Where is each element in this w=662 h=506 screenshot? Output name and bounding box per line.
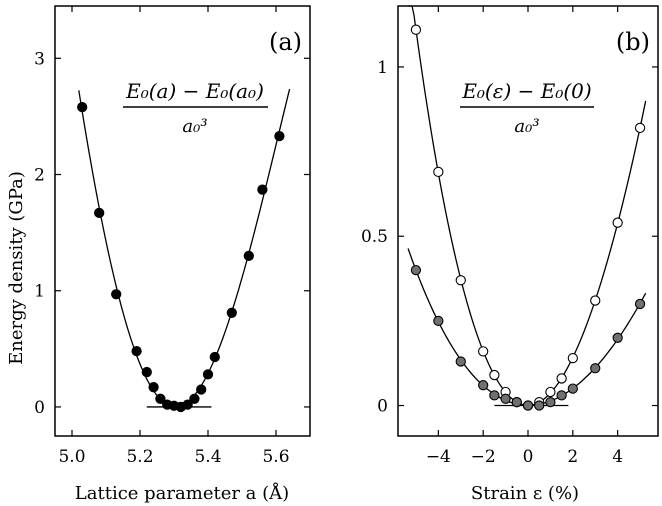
data-point-filled-circle [94,207,105,219]
x-tick-label: 2 [567,447,578,467]
y-tick-label: 0.5 [361,227,388,247]
y-tick-label: 0 [377,397,388,417]
data-point-open-circle [410,24,422,35]
data-point-gray-filled-circle [522,400,534,411]
x-tick-label: −2 [471,447,496,467]
y-tick-label: 2 [34,166,45,186]
x-tick-label: 5.2 [126,447,153,467]
data-point-open-circle [545,386,556,398]
data-point-gray-filled-circle [511,396,522,408]
panel-b-fit-curve-open [408,5,647,407]
x-tick-label: 5.6 [262,447,289,467]
panel-b-formula-denominator: a₀³ [514,116,539,137]
data-point-filled-circle [182,399,193,410]
data-point-filled-circle [111,289,122,300]
data-point-filled-circle [257,184,268,195]
data-point-filled-circle [141,366,152,378]
data-point-filled-circle [148,382,159,393]
data-point-gray-filled-circle [556,390,567,401]
panel-a-formula: E₀(a) − E₀(a₀) a₀³ [123,79,268,137]
data-point-filled-circle [131,346,142,357]
data-point-open-circle [567,352,578,364]
x-tick-label: 5.4 [194,447,221,467]
data-point-gray-filled-circle [433,315,444,327]
data-point-gray-filled-circle [534,400,545,411]
data-point-gray-filled-circle [612,332,623,343]
y-tick-label: 1 [377,58,388,78]
panel-a-formula-numerator: E₀(a) − E₀(a₀) [125,79,264,103]
panel-b-fit-curve-gray [407,248,647,406]
data-point-gray-filled-circle [478,380,489,391]
data-point-gray-filled-circle [545,396,556,408]
panel-b-data-points [410,24,646,411]
y-tick-label: 3 [34,49,45,69]
panel-a-axis-ticks: 5.0 5.2 5.4 5.6 0 1 2 3 [34,6,310,467]
panel-a-x-axis-label: Lattice parameter a (Å) [75,482,289,504]
shared-y-axis-label: Energy density (GPa) [6,171,27,365]
data-point-filled-circle [226,307,237,318]
panel-b-formula: E₀(ε) − E₀(0) a₀³ [460,79,594,137]
y-tick-label: 0 [34,398,45,418]
x-tick-label: 5.0 [58,447,85,467]
panel-a-label: (a) [269,28,302,56]
data-point-filled-circle [155,393,166,404]
data-point-open-circle [634,122,646,134]
data-point-filled-circle [189,393,200,404]
panel-b-x-axis-label: Strain ε (%) [471,483,579,504]
x-tick-label: −4 [426,447,451,467]
data-point-filled-circle [196,384,207,395]
data-point-gray-filled-circle [410,264,422,276]
panel-b-axis-ticks: −4 −2 0 2 4 0 0.5 1 [361,6,658,467]
data-point-open-circle [455,275,466,286]
y-tick-label: 1 [34,282,45,302]
data-point-gray-filled-circle [500,393,511,404]
data-point-gray-filled-circle [590,363,601,374]
panel-a-formula-denominator: a₀³ [182,116,207,137]
data-point-open-circle [590,295,601,306]
panel-b: −4 −2 0 2 4 0 0.5 1 (b) E₀(ε) − E₀(0) a₀³ Strai… [361,5,659,504]
data-point-filled-circle [209,351,220,363]
x-tick-label: 4 [612,447,623,467]
data-point-open-circle [556,373,567,384]
panel-a-data-points [77,101,285,413]
data-point-filled-circle [202,369,214,380]
data-point-filled-circle [243,250,254,262]
data-point-gray-filled-circle [567,383,578,394]
panel-b-label: (b) [616,28,650,56]
data-point-gray-filled-circle [489,390,500,401]
panel-a-frame [54,5,311,437]
data-point-open-circle [433,166,444,178]
data-point-filled-circle [77,101,88,113]
data-point-open-circle [478,346,489,357]
data-point-open-circle [612,217,623,228]
data-point-filled-circle [274,131,285,142]
data-point-gray-filled-circle [634,298,646,310]
data-point-open-circle [489,369,500,381]
x-tick-label: 0 [523,447,534,467]
panel-b-formula-numerator: E₀(ε) − E₀(0) [461,79,591,103]
data-point-gray-filled-circle [455,356,466,367]
